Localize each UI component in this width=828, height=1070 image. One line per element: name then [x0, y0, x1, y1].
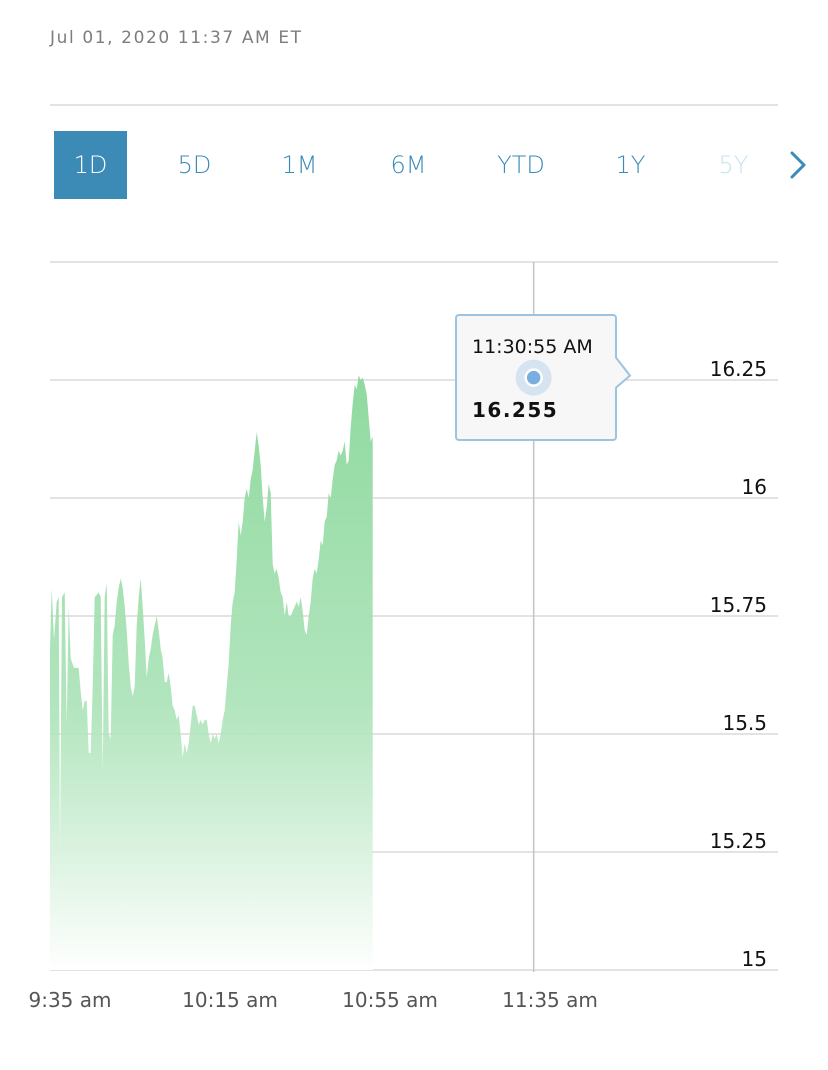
- tooltip-time: 11:30:55 AM: [472, 336, 593, 358]
- y-tick-label: 16.25: [710, 357, 767, 381]
- x-tick-label: 11:35 am: [502, 988, 598, 1012]
- x-tick-label: 9:35 am: [28, 988, 111, 1012]
- x-tick-label: 10:55 am: [342, 988, 438, 1012]
- price-area: [50, 375, 373, 970]
- tab-1m[interactable]: 1M: [281, 151, 318, 179]
- tooltip-pointer: [615, 357, 630, 388]
- y-tick-label: 15: [742, 947, 767, 971]
- tab-5y[interactable]: 5Y: [718, 151, 749, 179]
- y-tick-label: 15.5: [722, 711, 767, 735]
- tab-1y[interactable]: 1Y: [615, 151, 646, 179]
- tab-5d[interactable]: 5D: [177, 151, 212, 179]
- y-tick-label: 16: [742, 475, 767, 499]
- tab-6m[interactable]: 6M: [390, 151, 427, 179]
- marker-dot[interactable]: [524, 368, 543, 387]
- tab-1d[interactable]: 1D: [54, 131, 127, 199]
- header-divider: [50, 104, 778, 106]
- tooltip-pointer-outline: [615, 357, 632, 389]
- chart-timestamp: Jul 01, 2020 11:37 AM ET: [50, 28, 303, 48]
- range-tabs: 1D 5D 1M 6M YTD 1Y 5Y: [54, 131, 814, 199]
- chevron-right-icon[interactable]: [784, 149, 814, 181]
- y-tick-label: 15.75: [710, 593, 767, 617]
- tooltip-value: 16.255: [472, 398, 558, 422]
- tab-ytd[interactable]: YTD: [497, 151, 545, 179]
- price-chart: 16.25 16 15.75 15.5 15.25 15 9:35 am 10:15 am 1…: [28, 261, 816, 1012]
- y-tick-label: 15.25: [710, 829, 767, 853]
- x-tick-label: 10:15 am: [182, 988, 278, 1012]
